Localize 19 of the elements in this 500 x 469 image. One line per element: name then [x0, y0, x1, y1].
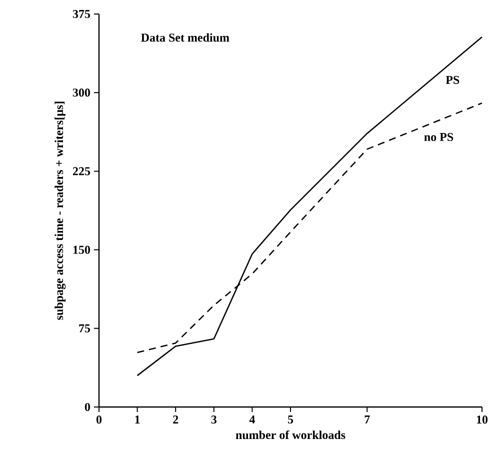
- y-tick-label: 225: [72, 167, 90, 176]
- x-tick-label: 5: [288, 416, 294, 424]
- y-tick-label: 150: [73, 246, 90, 254]
- x-tick-label: 1: [135, 416, 140, 424]
- x-tick-label: 10: [476, 416, 488, 424]
- x-tick-label: 4: [249, 416, 255, 424]
- x-tick-label: 7: [364, 416, 370, 424]
- series-label: PS: [446, 76, 460, 84]
- x-axis-title: number of workloads: [236, 430, 346, 440]
- y-tick-label: 0: [84, 402, 90, 412]
- y-tick-label: 300: [72, 88, 90, 97]
- y-axis-title: subpage access time - readers + writers[μs]: [54, 102, 66, 320]
- x-tick-label: 3: [211, 416, 216, 424]
- x-tick-label: 0: [96, 416, 102, 424]
- text: Data Set medium: [141, 33, 230, 42]
- x-tick-label: 2: [173, 416, 178, 424]
- series-label: no PS: [424, 132, 454, 142]
- y-tick-label: 75: [79, 324, 90, 332]
- y-tick-label: 375: [72, 10, 90, 18]
